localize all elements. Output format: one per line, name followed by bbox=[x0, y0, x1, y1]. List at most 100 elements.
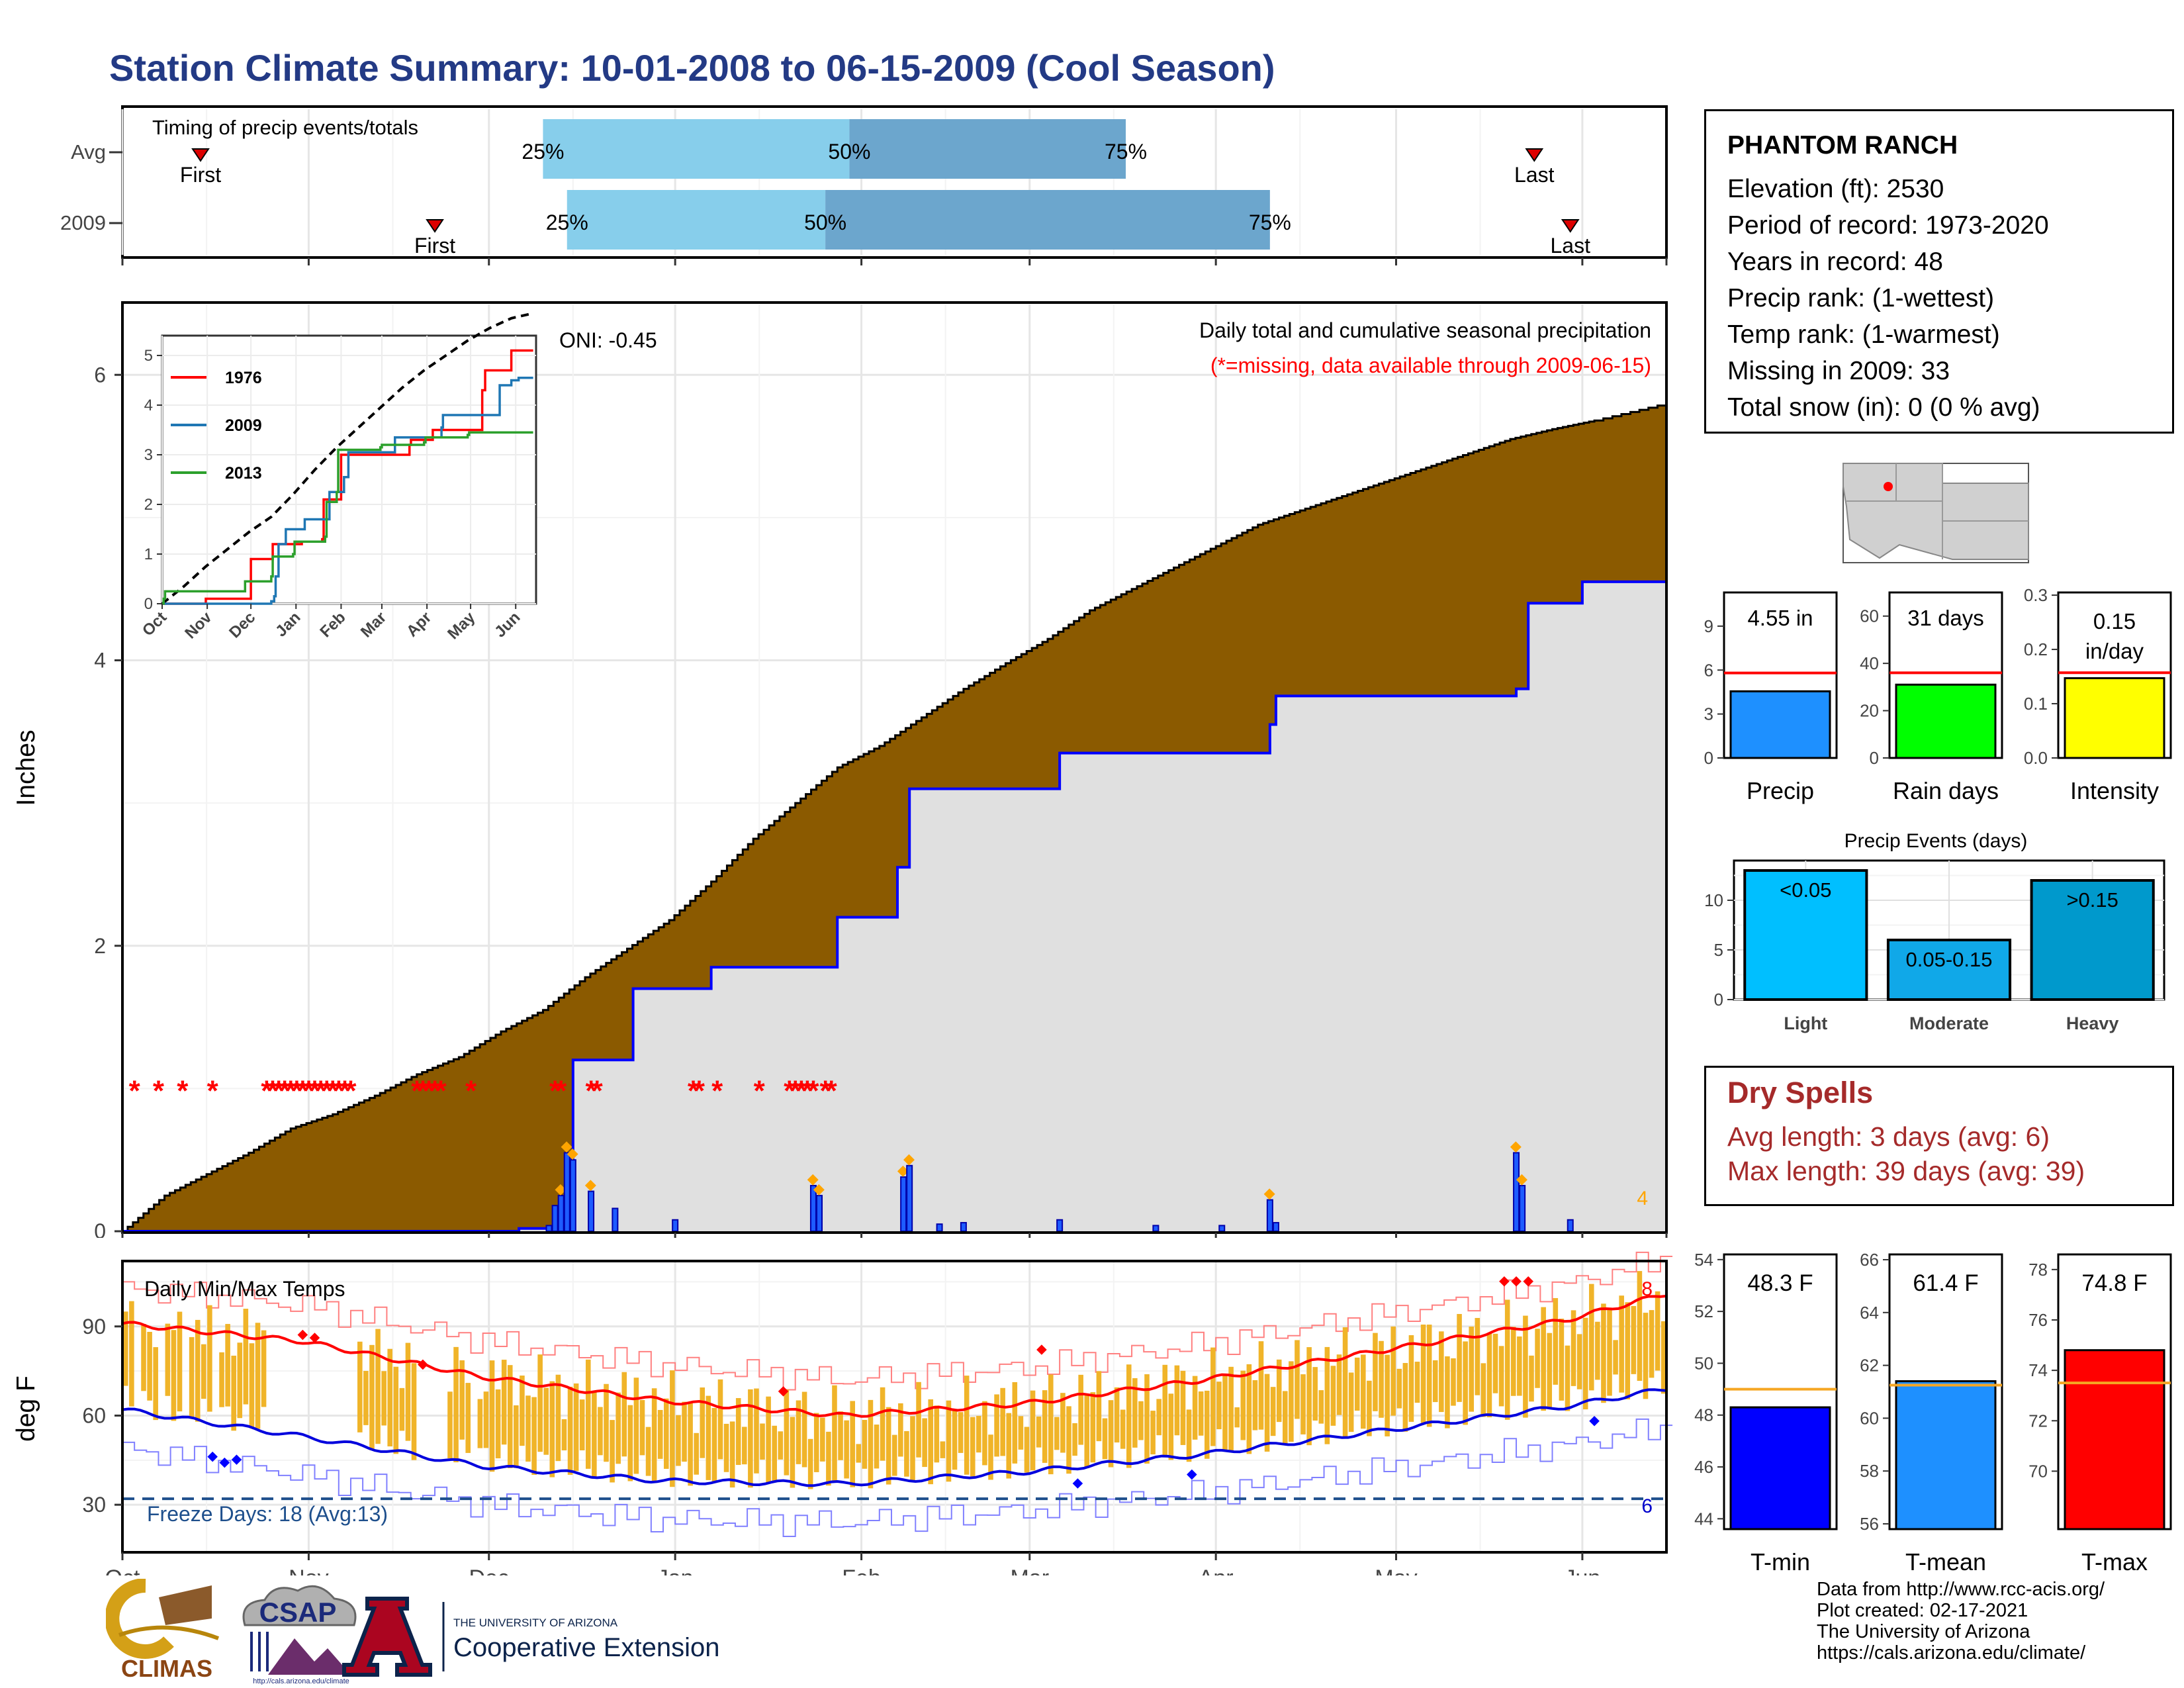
record-low-line bbox=[122, 1418, 1673, 1538]
daily-temp-bar bbox=[1480, 1363, 1486, 1417]
events-bar-label: 0.05-0.15 bbox=[1906, 948, 1993, 971]
daily-temp-bar bbox=[856, 1444, 862, 1463]
daily-temp-bar bbox=[633, 1378, 639, 1474]
timing-content: 25% 50% 75% First Last 25% 50% 75% First Last bbox=[109, 119, 1590, 258]
daily-temp-bar bbox=[742, 1427, 747, 1465]
missing-marker: * bbox=[423, 1074, 435, 1107]
daily-temp-bar bbox=[615, 1392, 621, 1464]
summary-value-bar bbox=[1895, 683, 1997, 759]
timing-row-avg-label: Avg bbox=[71, 140, 106, 164]
daily-temp-bar bbox=[543, 1387, 549, 1455]
summary-y-tick-label: 0 bbox=[1870, 748, 1879, 768]
daily-temp-bar bbox=[1192, 1376, 1198, 1440]
daily-temp-bar bbox=[940, 1441, 946, 1458]
precip-panel: * * * * *************** ***** * ** ** ** * * ***** **… bbox=[12, 301, 1668, 1238]
daily-precip-bar bbox=[551, 1205, 559, 1232]
quartile-bar-lower bbox=[567, 190, 826, 250]
daily-precip-bar bbox=[906, 1164, 913, 1232]
temp-y-tick-label: 46 bbox=[1694, 1457, 1713, 1477]
daily-temp-bar bbox=[1102, 1418, 1108, 1460]
timing-row-2009-label: 2009 bbox=[60, 211, 106, 234]
missing-marker: * bbox=[273, 1074, 285, 1107]
daily-temp-bar bbox=[1205, 1390, 1210, 1459]
q75-label: 75% bbox=[1249, 211, 1291, 234]
extreme-precip-marker bbox=[555, 1184, 567, 1196]
daily-temp-bar bbox=[465, 1383, 471, 1453]
last-label: Last bbox=[1514, 163, 1555, 187]
daily-temp-bar bbox=[363, 1370, 369, 1425]
daily-temp-bar bbox=[639, 1399, 645, 1456]
inset-line-2009 bbox=[162, 377, 533, 605]
record-low-marker bbox=[219, 1457, 230, 1468]
missing-marker: * bbox=[754, 1074, 766, 1107]
daily-temp-bar bbox=[729, 1421, 735, 1488]
daily-temp-bar bbox=[970, 1417, 976, 1477]
temp-value-label: 48.3 F bbox=[1747, 1270, 1813, 1296]
daily-temp-bar bbox=[171, 1330, 177, 1421]
summary-value-label: 4.55 in bbox=[1747, 606, 1813, 630]
credit-line: https://cals.arizona.edu/climate/ bbox=[1817, 1642, 2086, 1664]
temp-y-tick-label: 76 bbox=[2028, 1310, 2048, 1330]
temp-title: Daily Min/Max Temps bbox=[144, 1277, 345, 1301]
daily-temp-bar bbox=[555, 1374, 561, 1462]
daily-temp-bar bbox=[453, 1346, 459, 1463]
daily-temp-bar bbox=[862, 1419, 868, 1469]
daily-temp-bar bbox=[1318, 1390, 1324, 1424]
daily-temp-bar bbox=[1132, 1378, 1138, 1448]
extreme-precip-marker bbox=[807, 1174, 819, 1186]
extreme-precip-marker bbox=[567, 1148, 578, 1160]
daily-temp-bar bbox=[1517, 1336, 1522, 1396]
daily-temp-bar bbox=[1210, 1347, 1216, 1446]
missing-marker: * bbox=[327, 1074, 339, 1107]
temp-y-tick-label: 60 bbox=[1860, 1408, 1879, 1428]
daily-temp-bar bbox=[946, 1400, 952, 1482]
extreme-precip-marker bbox=[813, 1184, 825, 1196]
daily-temp-bar bbox=[1451, 1358, 1456, 1406]
daily-temp-bar bbox=[1342, 1327, 1348, 1438]
daily-precip-bar bbox=[672, 1219, 679, 1232]
ua-top-text: THE UNIVERSITY OF ARIZONA bbox=[453, 1617, 618, 1629]
daily-temp-bar bbox=[880, 1387, 886, 1461]
daily-precip-bar bbox=[1519, 1185, 1526, 1232]
daily-temp-bar bbox=[1186, 1409, 1192, 1462]
daily-temp-bar bbox=[688, 1403, 693, 1486]
daily-temp-bar bbox=[910, 1416, 915, 1482]
q25-label: 25% bbox=[522, 140, 564, 164]
daily-precip-bar bbox=[1056, 1219, 1064, 1232]
dry-avg-length: Avg length: 3 days (avg: 6) bbox=[1727, 1121, 2050, 1152]
extreme-precip-marker bbox=[561, 1141, 572, 1153]
missing-marker: * bbox=[129, 1074, 141, 1107]
summary-y-tick-label: 0 bbox=[1704, 748, 1713, 768]
summary-bars: 0 3 6 9 4.55 in Precip 0 20 40 60 31 days Rain days… bbox=[1704, 585, 2172, 804]
daily-temp-bar bbox=[1457, 1313, 1462, 1402]
summary-y-tick-label: 6 bbox=[1704, 660, 1713, 680]
daily-temp-bar bbox=[723, 1423, 729, 1472]
temp-plot bbox=[122, 1251, 1673, 1538]
temp-y-tick-label: 66 bbox=[1860, 1250, 1879, 1270]
daily-temp-bar bbox=[1000, 1387, 1005, 1456]
daily-temp-bar bbox=[1198, 1391, 1204, 1436]
inset-line-2013 bbox=[162, 431, 533, 605]
daily-temp-bar bbox=[976, 1415, 981, 1453]
daily-temp-bar bbox=[1240, 1370, 1246, 1440]
summary-y-tick-label: 0.0 bbox=[2024, 748, 2048, 768]
dry-max-length: Max length: 39 days (avg: 39) bbox=[1727, 1156, 2085, 1186]
missing-marker: * bbox=[826, 1074, 838, 1107]
daily-temp-bar bbox=[1559, 1319, 1565, 1401]
daily-temp-bar bbox=[886, 1407, 891, 1485]
daily-temp-bar bbox=[1535, 1329, 1540, 1388]
temp-y-tick-label: 58 bbox=[1860, 1461, 1879, 1481]
events-bar-label: >0.15 bbox=[2066, 888, 2118, 912]
climas-text: CLIMAS bbox=[121, 1655, 212, 1682]
summary-name-label: Rain days bbox=[1893, 777, 1999, 804]
quartile-bar-lower bbox=[543, 119, 850, 179]
temp-y-tick-label: 62 bbox=[1860, 1356, 1879, 1376]
daily-temp-bar bbox=[1595, 1321, 1600, 1380]
daily-temp-bar bbox=[243, 1309, 249, 1405]
daily-temp-bar bbox=[1649, 1310, 1655, 1378]
daily-temp-bar bbox=[1637, 1271, 1643, 1382]
dry-spells-title: Dry Spells bbox=[1727, 1076, 1874, 1109]
daily-temp-bar bbox=[129, 1301, 134, 1407]
daily-temp-bar bbox=[700, 1387, 705, 1458]
daily-temp-bar bbox=[399, 1387, 405, 1431]
